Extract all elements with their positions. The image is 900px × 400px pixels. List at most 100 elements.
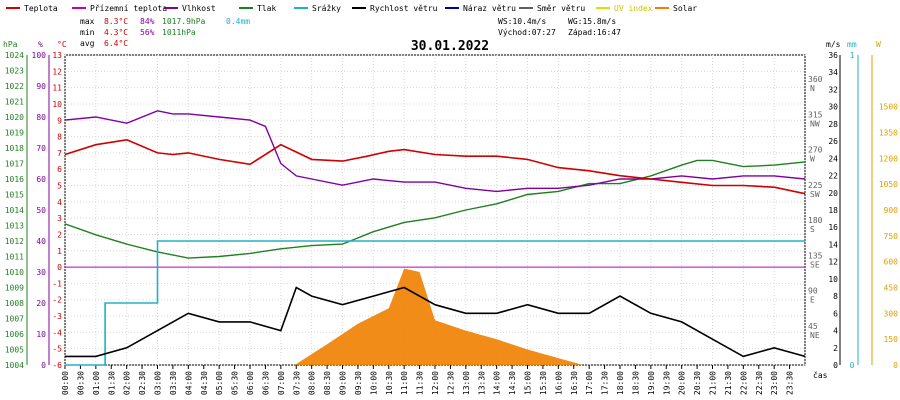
tick-ms: 16 (828, 223, 838, 232)
x-tick-label: 15:30 (539, 371, 548, 395)
tick-solar: 1500 (879, 103, 898, 112)
tick-degc: -1 (52, 279, 62, 288)
x-tick-label: 12:00 (431, 371, 440, 395)
tick-ms: 18 (828, 206, 838, 215)
sunrise-time: Východ:07:27 (498, 28, 556, 37)
tick-ms: 32 (828, 85, 838, 94)
tick-pct: 10 (36, 330, 46, 339)
x-tick-label: 23:00 (770, 371, 779, 395)
tick-hpa: 1015 (5, 191, 24, 200)
tick-ms: 20 (828, 189, 838, 198)
tick-pct: 90 (36, 82, 46, 91)
tick-hpa: 1008 (5, 299, 24, 308)
axis-unit-labels: hPa % °C m/s mm W čas (3, 40, 881, 380)
x-tick-label: 18:30 (631, 371, 640, 395)
unit-w: W (876, 40, 881, 49)
legend-item-label: Rychlost větru (370, 4, 438, 13)
tick-pct: 40 (36, 237, 46, 246)
x-tick-label: 10:00 (369, 371, 378, 395)
x-tick-label: 16:00 (554, 371, 563, 395)
tick-pct: 30 (36, 268, 46, 277)
tick-ms: 36 (828, 51, 838, 60)
stats-avg-temp: 6.4°C (104, 39, 128, 48)
x-tick-label: 16:30 (570, 371, 579, 395)
stats-avg-label: avg (80, 39, 95, 48)
tick-hpa: 1010 (5, 268, 24, 277)
x-tick-label: 03:30 (169, 371, 178, 395)
tick-pct: 60 (36, 175, 46, 184)
x-tick-label: 00:30 (76, 371, 85, 395)
tick-hpa: 1014 (5, 206, 24, 215)
tick-hpa: 1022 (5, 82, 24, 91)
tick-solar: 900 (884, 206, 899, 215)
tick-degc: 13 (52, 51, 62, 60)
tick-degc: 8 (57, 133, 62, 142)
legend-item-label: Solar (673, 4, 697, 13)
x-tick-label: 08:30 (323, 371, 332, 395)
x-tick-label: 07:00 (277, 371, 286, 395)
x-tick-label: 09:00 (339, 371, 348, 395)
tick-hpa: 1024 (5, 51, 24, 60)
tick-solar: 1050 (879, 180, 898, 189)
tick-dir-deg: 270 (808, 146, 823, 155)
x-tick-label: 12:30 (446, 371, 455, 395)
wind-gust-max: WG:15.8m/s (568, 17, 616, 26)
stats-min-temp: 4.3°C (104, 28, 128, 37)
tick-degc: 3 (57, 214, 62, 223)
tick-dir-deg: 360 (808, 75, 823, 84)
tick-degc: 1 (57, 247, 62, 256)
x-tick-label: 22:30 (755, 371, 764, 395)
tick-degc: -2 (52, 296, 62, 305)
stats-max-hum: 84% (140, 17, 155, 26)
tick-hpa: 1017 (5, 160, 24, 169)
tick-pct: 0 (41, 361, 46, 370)
tick-hpa: 1004 (5, 361, 24, 370)
sunset-time: Západ:16:47 (568, 28, 621, 37)
unit-mm: mm (847, 40, 857, 49)
tick-mm: 1 (850, 51, 855, 60)
x-tick-label: 02:30 (138, 371, 147, 395)
wind-speed-max: WS:10.4m/s (498, 17, 546, 26)
x-tick-label: 05:30 (231, 371, 240, 395)
stats-min-label: min (80, 28, 95, 37)
tick-dir-deg: 225 (808, 181, 823, 190)
x-tick-label: 21:00 (709, 371, 718, 395)
tick-dir-deg: 180 (808, 216, 823, 225)
tick-solar: 600 (884, 258, 899, 267)
x-tick-label: 11:30 (416, 371, 425, 395)
x-tick-label: 07:30 (292, 371, 301, 395)
stats-min-hum: 56% (140, 28, 155, 37)
tick-hpa: 1005 (5, 346, 24, 355)
x-tick-label: 08:00 (308, 371, 317, 395)
tick-solar: 1200 (879, 154, 898, 163)
stats-min-press: 1011hPa (162, 28, 196, 37)
tick-solar: 1350 (879, 129, 898, 138)
tick-degc: 4 (57, 198, 62, 207)
x-tick-label: 00:00 (61, 371, 70, 395)
series-humidity (64, 110, 806, 193)
stats-max-temp: 8.3°C (104, 17, 128, 26)
tick-degc: 6 (57, 165, 62, 174)
tick-dir-name: E (810, 296, 815, 305)
legend: Teplota Přízemní teplota Vlhkost Tlak Srážky… (6, 4, 697, 13)
x-tick-label: 10:30 (385, 371, 394, 395)
plot-area (64, 110, 806, 366)
tick-degc: 9 (57, 116, 62, 125)
legend-item-label: UV index (614, 4, 653, 13)
tick-dir-name: SE (810, 260, 820, 269)
x-tick-label: 19:00 (647, 371, 656, 395)
x-tick-label: 09:30 (354, 371, 363, 395)
tick-dir-deg: 135 (808, 251, 823, 260)
unit-degc: °C (57, 40, 67, 49)
stats-max-press: 1017.9hPa (162, 17, 206, 26)
legend-item-label: Vlhkost (182, 4, 216, 13)
tick-degc: 11 (52, 84, 62, 93)
tick-dir-deg: 90 (808, 287, 818, 296)
tick-solar: 0 (893, 361, 898, 370)
x-tick-label: 17:00 (585, 371, 594, 395)
x-tick-label: 17:30 (601, 371, 610, 395)
tick-hpa: 1009 (5, 284, 24, 293)
tick-dir-deg: 315 (808, 110, 823, 119)
tick-hpa: 1007 (5, 315, 24, 324)
stats-max-label: max (80, 17, 95, 26)
